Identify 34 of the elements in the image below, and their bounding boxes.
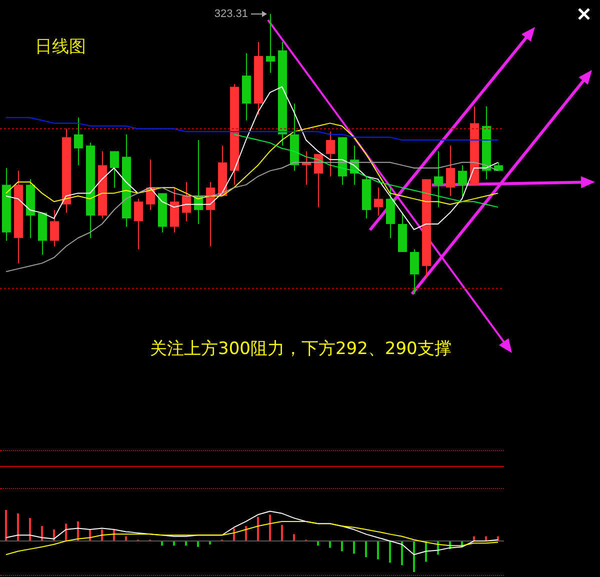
bar xyxy=(389,541,391,563)
bar xyxy=(377,541,379,560)
bar xyxy=(5,510,7,541)
bar xyxy=(269,514,271,541)
candlestick xyxy=(446,145,455,196)
bar xyxy=(365,541,367,558)
bar xyxy=(257,516,259,541)
bar xyxy=(353,541,355,554)
annotation: 323.31 xyxy=(214,8,248,20)
bar xyxy=(41,526,43,541)
bar xyxy=(413,541,415,572)
text: 关注上方300阻力，下方292、290支撑 xyxy=(150,338,452,360)
bar xyxy=(401,541,403,566)
candlestick xyxy=(326,131,335,177)
candlestick xyxy=(374,187,383,216)
bar xyxy=(341,541,343,552)
candlestick xyxy=(182,182,191,222)
candlestick xyxy=(410,248,419,294)
candlestick xyxy=(74,117,83,166)
bar xyxy=(293,534,295,541)
candlestick xyxy=(134,198,143,250)
bar xyxy=(29,518,31,541)
bar xyxy=(281,524,283,541)
candlestick xyxy=(110,150,119,188)
bar xyxy=(65,524,67,541)
bar xyxy=(245,526,247,541)
candlestick xyxy=(458,164,467,196)
candlestick xyxy=(266,14,275,74)
bar xyxy=(17,513,19,541)
bar xyxy=(197,541,199,547)
candlestick xyxy=(50,210,59,247)
bar xyxy=(329,541,331,548)
text: 日线图 xyxy=(35,36,86,58)
candlestick xyxy=(434,150,443,208)
